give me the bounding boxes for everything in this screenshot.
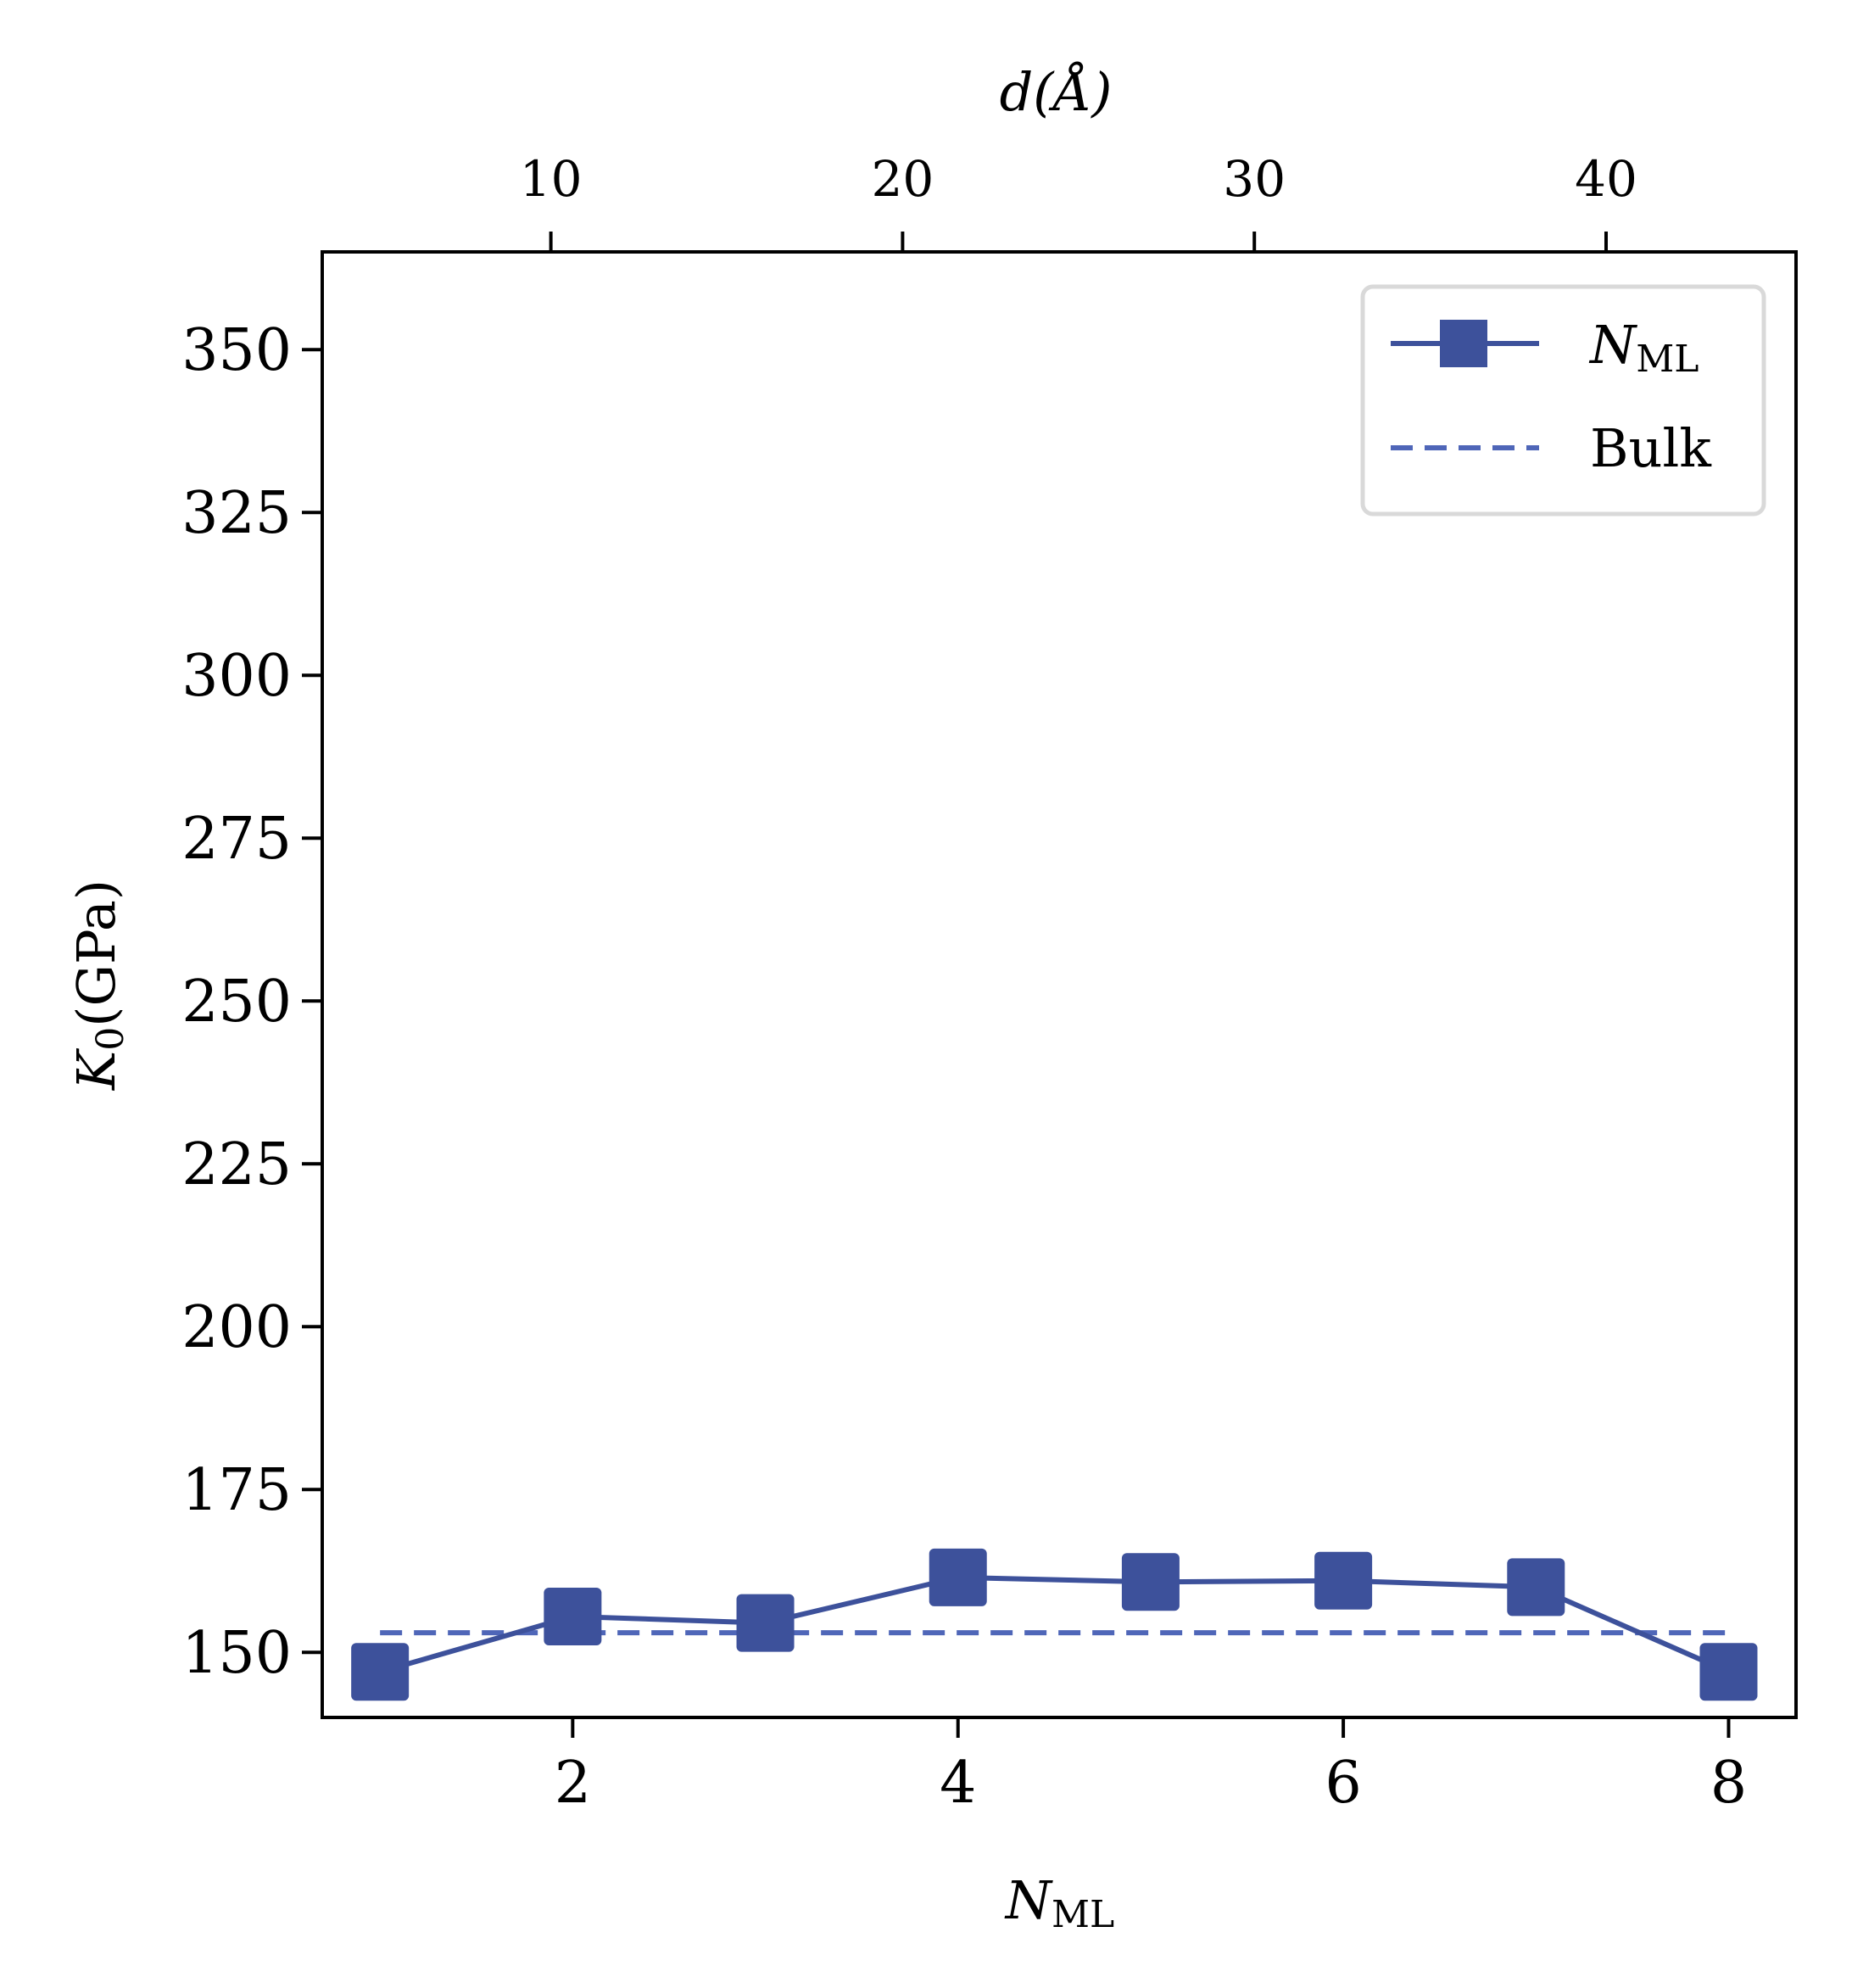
data-point xyxy=(351,1643,410,1701)
top-axis-label: d(Å) xyxy=(1000,61,1113,123)
y-tick-label: 175 xyxy=(181,1457,292,1524)
y-tick-label: 300 xyxy=(181,643,292,710)
y-tick-label: 150 xyxy=(181,1620,292,1687)
x-axis-ticks: 2 4 6 8 xyxy=(555,1717,1747,1817)
x-axis-label: NML xyxy=(1004,1869,1115,1936)
data-point xyxy=(1507,1558,1565,1617)
y-axis-label-unit: (GPa) xyxy=(65,880,127,1027)
legend-label-nml-main: N xyxy=(1588,314,1638,376)
y-axis-label-sub: 0 xyxy=(89,1027,132,1051)
y-axis-ticks: 150 175 200 225 250 275 300 325 350 xyxy=(181,317,322,1687)
top-tick-label: 40 xyxy=(1575,150,1637,208)
data-point xyxy=(1314,1551,1373,1610)
data-point xyxy=(544,1587,602,1645)
top-tick-label: 20 xyxy=(872,150,934,208)
y-tick-label: 200 xyxy=(181,1294,292,1361)
data-point xyxy=(1121,1553,1180,1611)
legend-label-nml-sub: ML xyxy=(1636,338,1699,381)
y-axis-label-main: K xyxy=(65,1047,127,1091)
legend-label-bulk: Bulk xyxy=(1590,417,1711,479)
series-layer xyxy=(351,1548,1758,1701)
y-tick-label: 225 xyxy=(181,1131,292,1198)
x-tick-label: 8 xyxy=(1710,1750,1747,1817)
top-axis-ticks: 10 20 30 40 xyxy=(520,150,1637,252)
x-tick-label: 4 xyxy=(940,1750,976,1817)
y-tick-label: 275 xyxy=(181,806,292,873)
legend-label-nml: NML xyxy=(1588,314,1699,381)
top-tick-label: 10 xyxy=(520,150,583,208)
legend-box xyxy=(1360,284,1766,517)
y-tick-label: 350 xyxy=(181,317,292,384)
top-tick-label: 30 xyxy=(1223,150,1286,208)
plot-frame xyxy=(321,250,1798,1719)
x-axis-label-main: N xyxy=(1004,1869,1054,1931)
legend-marker-nml xyxy=(1440,320,1487,367)
y-axis-label: K0(GPa) xyxy=(65,880,132,1091)
x-tick-label: 6 xyxy=(1325,1750,1361,1817)
data-point xyxy=(736,1594,795,1652)
x-axis-label-sub: ML xyxy=(1052,1893,1114,1936)
y-tick-label: 250 xyxy=(181,969,292,1036)
x-tick-label: 2 xyxy=(555,1750,591,1817)
y-tick-label: 325 xyxy=(181,480,292,547)
data-point xyxy=(1699,1643,1758,1701)
data-point xyxy=(929,1548,987,1606)
series-line-nml xyxy=(379,1574,1730,1675)
legend: NML Bulk xyxy=(1360,284,1766,517)
